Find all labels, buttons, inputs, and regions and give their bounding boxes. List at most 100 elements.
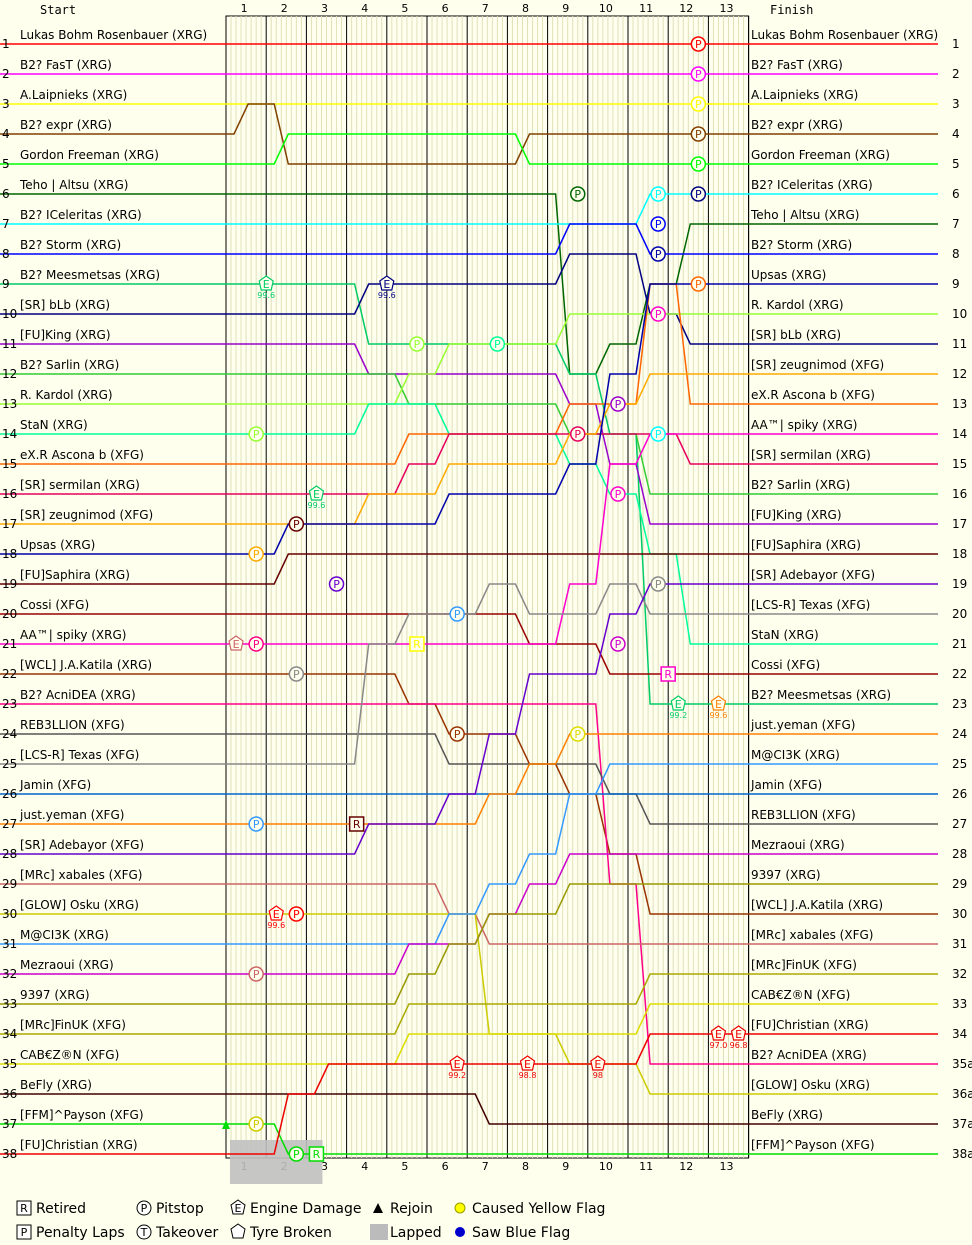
event-marker: P (570, 426, 586, 442)
finish-driver-label: [MRc]FinUK (XFG) (751, 958, 857, 972)
finish-position-number: 11 (952, 337, 967, 351)
event-marker: R (660, 666, 676, 682)
pitstop-marker-icon (650, 216, 666, 232)
legend-label: Rejoin (390, 1201, 433, 1217)
start-position-number: 18 (2, 547, 17, 561)
start-driver-label: Gordon Freeman (XRG) (20, 148, 159, 162)
start-position-number: 32 (2, 967, 17, 981)
start-position-number: 6 (2, 187, 10, 201)
engine-damage-marker-icon (710, 695, 727, 711)
pitstop-marker-glyph: P (454, 608, 461, 621)
start-driver-label: [FFM]^Payson (XFG) (20, 1108, 144, 1122)
start-driver-label: [GLOW] Osku (XRG) (20, 898, 139, 912)
event-marker: P (248, 546, 264, 562)
engine-damage-marker-icon (710, 1025, 727, 1041)
start-position-number: 14 (2, 427, 17, 441)
event-marker: P (570, 726, 586, 742)
finish-driver-label: eX.R Ascona b (XFG) (751, 388, 875, 402)
finish-driver-label: Teho | Altsu (XRG) (750, 208, 859, 222)
pitstop-marker-glyph: P (414, 338, 421, 351)
finish-position-number: 26 (952, 787, 967, 801)
legend-pentagon-icon (230, 1199, 246, 1215)
start-position-number: 12 (2, 367, 17, 381)
pitstop-marker-glyph: P (655, 248, 662, 261)
event-marker: P (690, 126, 707, 142)
pitstop-marker-icon (248, 966, 264, 982)
event-marker: E99.6 (267, 905, 285, 930)
series-line (0, 313, 938, 405)
start-driver-label: AA™| spiky (XRG) (20, 628, 126, 642)
retired-marker-glyph: R (413, 638, 421, 651)
finish-position-number: 3 (952, 97, 960, 111)
finish-position-number: 1 (952, 37, 960, 51)
legend-circle-glyph: T (140, 1226, 148, 1239)
pitstop-marker-icon (690, 156, 707, 172)
finish-position-number: 6 (952, 187, 960, 201)
legend: R Retired P Pitstop E Engine Damage Rejoin Caus… (16, 1199, 605, 1241)
start-driver-label: B2? AcniDEA (XRG) (20, 688, 136, 702)
series-line (0, 553, 938, 585)
finish-driver-label: [SR] Adebayor (XFG) (751, 568, 875, 582)
finish-driver-label: BeFly (XRG) (751, 1108, 823, 1122)
start-driver-label: Cossi (XFG) (20, 598, 89, 612)
engine-damage-marker-icon (730, 1025, 747, 1041)
start-driver-label: [SR] zeugnimod (XFG) (20, 508, 153, 522)
series-line (0, 193, 938, 225)
legend-label: Pitstop (156, 1201, 204, 1217)
finish-driver-label: CAB€Z®N (XFG) (751, 988, 850, 1002)
retired-marker-glyph: R (664, 668, 672, 681)
event-marker: R (409, 636, 425, 652)
legend-item: E Engine Damage (230, 1199, 362, 1217)
event-marker: P (650, 246, 666, 262)
pitstop-marker-glyph: P (253, 638, 260, 651)
event-marker: E99.6 (257, 275, 275, 300)
start-position-number: 37 (2, 1117, 17, 1131)
lap-number-top: 7 (482, 2, 489, 15)
finish-position-number: 17 (952, 517, 967, 531)
finish-driver-label: Jamin (XFG) (750, 778, 822, 792)
lap-number-bottom: 4 (361, 1160, 368, 1173)
start-position-number: 21 (2, 637, 17, 651)
series-line (0, 763, 938, 945)
start-driver-label: CAB€Z®N (XFG) (20, 1048, 119, 1062)
event-marker: P (328, 576, 345, 592)
legend-label: Retired (36, 1201, 86, 1217)
event-marker: P (690, 96, 707, 112)
event-marker: R (348, 816, 365, 832)
event-marker: R (308, 1146, 325, 1162)
event-marker: E99.6 (308, 485, 325, 510)
finish-driver-label: [FU]King (XRG) (751, 508, 842, 522)
start-position-number: 20 (2, 607, 17, 621)
lap-number-top: 2 (281, 2, 288, 15)
series-line (0, 1123, 938, 1155)
event-marker: E99.2 (669, 695, 687, 720)
start-driver-label: Upsas (XRG) (20, 538, 95, 552)
start-position-number: 19 (2, 577, 17, 591)
start-position-number: 7 (2, 217, 10, 231)
pitstop-marker-glyph: P (695, 128, 702, 141)
finish-title: Finish (770, 3, 813, 17)
event-marker: P (489, 336, 506, 352)
finish-driver-label: 9397 (XRG) (751, 868, 821, 882)
event-marker: P (248, 1116, 264, 1132)
start-driver-label: M@CI3K (XRG) (20, 928, 109, 942)
finish-driver-label: [SR] zeugnimod (XFG) (751, 358, 884, 372)
lap-number-top: 11 (639, 2, 653, 15)
start-driver-label: Mezraoui (XRG) (20, 958, 114, 972)
engine-damage-marker-glyph: E (454, 1058, 461, 1071)
lap-number-top: 10 (599, 2, 613, 15)
start-driver-label: [SR] bLb (XRG) (20, 298, 110, 312)
finish-position-number: 34 (952, 1027, 967, 1041)
event-marker: P (690, 186, 707, 202)
pitstop-marker-icon (328, 576, 345, 592)
event-marker: P (409, 336, 425, 352)
finish-position-number: 29 (952, 877, 967, 891)
lap-number-bottom: 3 (321, 1160, 328, 1173)
retired-marker-icon (308, 1146, 325, 1162)
pitstop-marker-glyph: P (293, 518, 300, 531)
lap-number-top: 6 (442, 2, 449, 15)
series-line (0, 433, 938, 495)
finish-position-number: 8 (952, 247, 960, 261)
finish-driver-label: B2? FasT (XRG) (751, 58, 843, 72)
